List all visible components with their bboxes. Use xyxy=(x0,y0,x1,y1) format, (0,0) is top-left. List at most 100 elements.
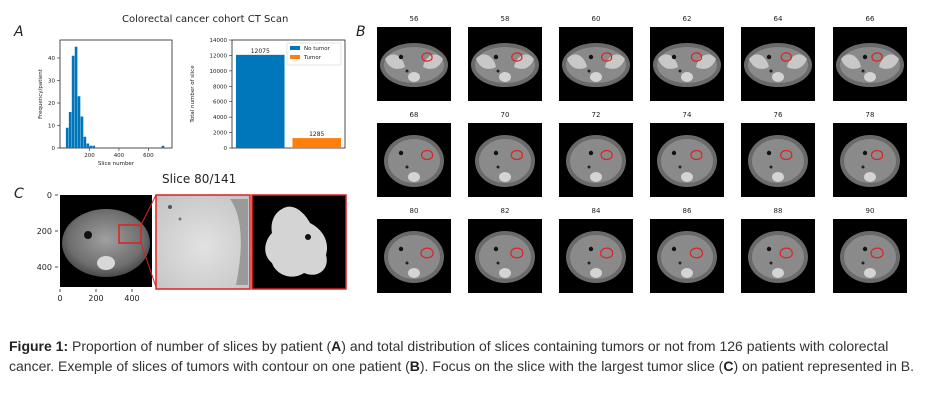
ct-pelvic-bone xyxy=(749,54,769,69)
c-xtick-200: 200 xyxy=(88,294,103,303)
ct-slice-image xyxy=(650,219,724,293)
ct-pelvic-bone xyxy=(567,54,587,69)
ct-vertebra xyxy=(499,72,511,82)
ct-vertebra xyxy=(681,72,693,82)
c-ytick-400: 400 xyxy=(37,263,52,272)
bar-ytick-label: 2000 xyxy=(213,131,227,137)
tumor-contour xyxy=(870,149,884,161)
ct-pelvic-bone xyxy=(423,54,443,69)
histogram-bar xyxy=(86,143,90,148)
histogram-chart: 0 10 20 30 40 200 400 600 Slice number Frequency/… xyxy=(38,39,173,167)
tumor-contour xyxy=(600,149,613,161)
ct-pelvic-bone xyxy=(787,54,807,69)
ct-slice-label: 80 xyxy=(409,207,419,215)
ct-air-pocket xyxy=(588,246,594,252)
ct-tissue xyxy=(661,139,713,183)
histogram-bar xyxy=(92,145,96,148)
ct-air-pocket xyxy=(493,150,499,156)
ct-slice-image xyxy=(468,219,542,293)
zoom-panel-edge xyxy=(230,199,248,285)
tumor-contour xyxy=(690,52,703,62)
c-xtick-0: 0 xyxy=(57,294,62,303)
slice-totals-chart: 12075 1285 0 2000 4000 6000 8000 10000 12000 1400… xyxy=(190,38,346,152)
ct-tissue xyxy=(475,47,535,83)
ct-vertebra xyxy=(864,72,876,82)
ct-tissue xyxy=(479,235,531,279)
tumor-contour xyxy=(421,52,433,62)
bar-ytick-label: 0 xyxy=(224,146,228,152)
ct-slice-label: 82 xyxy=(500,207,510,215)
ct-slice-label: 68 xyxy=(409,111,419,119)
ct-slice-image xyxy=(650,123,724,197)
tumor-mask-shape xyxy=(265,206,328,277)
ct-air-pocket xyxy=(671,246,677,252)
tumor-contour xyxy=(690,149,703,161)
ct-vertebra xyxy=(590,72,602,82)
ct-vertebra xyxy=(499,172,511,182)
ct-slice-image xyxy=(833,219,907,293)
ct-air-pocket xyxy=(493,246,499,252)
ct-pelvic-bone xyxy=(879,54,899,69)
tumor-contour xyxy=(510,247,524,259)
ct-tissue xyxy=(661,235,713,279)
histogram-ylabel: Frequency/patient xyxy=(38,68,44,119)
tumor-contour xyxy=(420,247,434,259)
histogram-bar xyxy=(80,116,84,148)
histogram-bar xyxy=(77,96,81,148)
histogram-bar xyxy=(89,145,93,148)
ct-slice-image xyxy=(741,123,815,197)
ct-slice-label: 72 xyxy=(591,111,601,119)
panel-a-charts: 0 10 20 30 40 200 400 600 Slice number Frequency/… xyxy=(38,38,346,167)
bar-ytick-label: 4000 xyxy=(213,115,227,121)
ct-pelvic-bone xyxy=(476,54,496,69)
ct-air-pocket xyxy=(587,69,591,73)
histogram-ytick-label: 40 xyxy=(48,56,55,62)
ct-vertebra xyxy=(590,172,602,182)
ct-air-pocket xyxy=(678,165,682,169)
bar-ytick-label: 8000 xyxy=(213,84,227,90)
ct-air-pocket xyxy=(766,150,772,156)
c-ytick-200: 200 xyxy=(37,227,52,236)
ct-air-pocket xyxy=(769,165,773,169)
ct-air-pocket xyxy=(861,261,865,265)
zoom-region-box xyxy=(118,224,142,244)
ct-slice-label: 64 xyxy=(773,15,783,23)
ct-air-pocket xyxy=(671,54,677,60)
caption-ref-b: B xyxy=(409,358,420,374)
histogram-bar xyxy=(65,127,69,148)
bar-legend-label: Tumor xyxy=(303,55,322,61)
ct-air-pocket xyxy=(405,261,409,265)
panel-b-letter: B xyxy=(356,24,366,40)
ct-slice-image xyxy=(650,27,724,101)
histogram-bar xyxy=(74,46,78,148)
histogram-xtick-label: 200 xyxy=(84,153,95,159)
ct-air-pocket xyxy=(678,261,682,265)
ct-slice-label: 86 xyxy=(682,207,692,215)
ct-slice-image xyxy=(833,27,907,101)
bar-chart-frame xyxy=(231,39,346,149)
ct-slice-label: 70 xyxy=(500,111,510,119)
ct-slice-image xyxy=(741,27,815,101)
ct-air-pocket xyxy=(496,165,500,169)
zoom-speck xyxy=(178,217,182,221)
histogram-bar xyxy=(83,136,87,148)
ct-tissue xyxy=(384,47,444,83)
bar-legend-swatch xyxy=(290,55,300,59)
ct-vertebra xyxy=(772,268,784,278)
ct-air-pocket xyxy=(769,261,773,265)
caption-label: Figure 1: xyxy=(9,338,69,354)
ct-slice-label: 62 xyxy=(682,15,692,23)
ct-slice-image xyxy=(468,27,542,101)
histogram-xtick-label: 600 xyxy=(143,153,154,159)
ct-air-pocket xyxy=(84,231,92,239)
c-xtick-400: 400 xyxy=(124,294,139,303)
ct-slice-image xyxy=(377,27,451,101)
ct-air-pocket xyxy=(587,261,591,265)
tumor-contour xyxy=(780,52,792,62)
panel-c-figure: 0 200 400 0 200 400 xyxy=(37,191,347,303)
ct-slice-label: 78 xyxy=(865,111,875,119)
ct-air-pocket xyxy=(678,69,682,73)
ct-slice-image xyxy=(377,123,451,197)
histogram-ytick-label: 0 xyxy=(52,146,56,152)
caption-ref-c: C xyxy=(723,358,734,374)
